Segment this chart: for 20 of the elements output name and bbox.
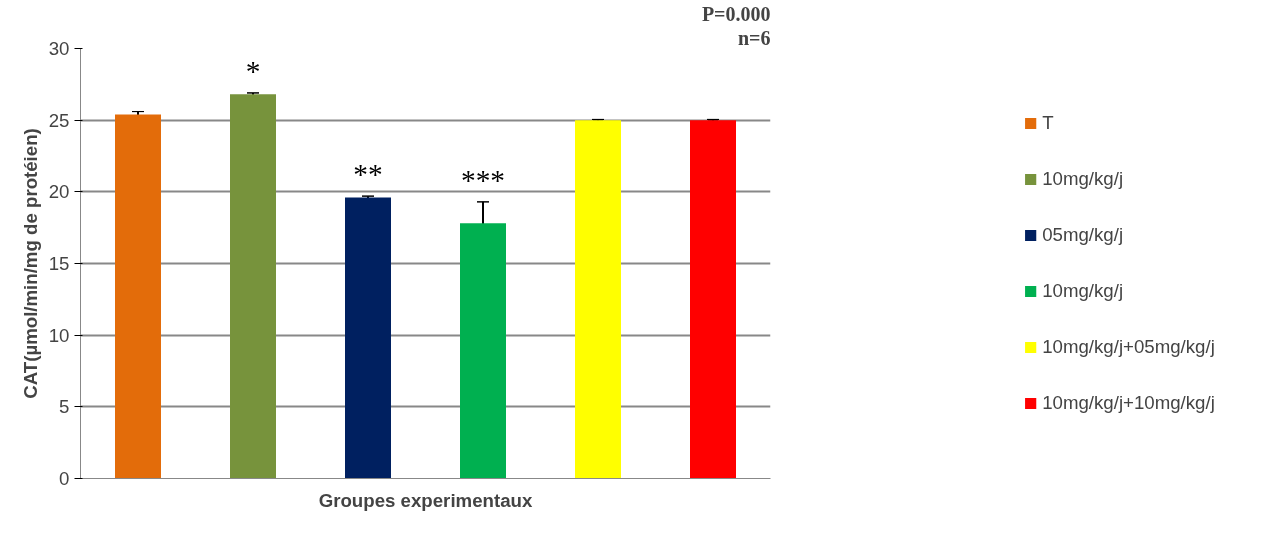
x-axis-title: Groupes experimentaux [318,489,533,511]
y-tick-label: 30 [48,38,70,59]
legend-label: 10mg/kg/j+10mg/kg/j [1042,392,1215,414]
y-tick-label: 25 [48,109,70,131]
y-tick-label: 20 [48,181,70,203]
legend-label: T [1042,112,1055,134]
data-label: ** [353,158,383,191]
y-tick-label: 5 [59,396,70,418]
legend-label: 10mg/kg/j [1042,168,1124,190]
y-tick-label: 0 [59,468,70,489]
y-tick-label: 15 [48,253,70,274]
data-label: *** [461,163,505,196]
y-tick-label: 10 [48,324,70,346]
data-label: * [245,54,261,87]
text: n=6 [737,26,771,49]
legend-label: 05mg/kg/j [1042,224,1124,246]
legend-label: 10mg/kg/j+05mg/kg/j [1042,336,1215,358]
legend-label: 10mg/kg/j [1042,280,1124,302]
text: P=0.000 [701,2,771,25]
y-axis-title: CAT(µmol/min/mg de protéien) [19,128,41,399]
